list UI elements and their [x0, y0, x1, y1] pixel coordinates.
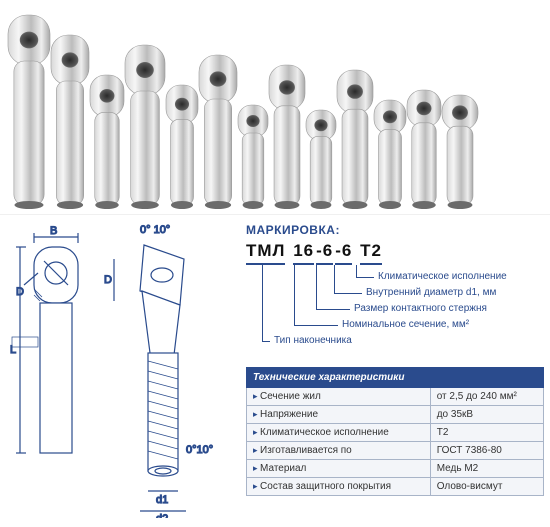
spec-header: Технические характеристики [247, 368, 544, 388]
spec-value: от 2,5 до 240 мм² [430, 388, 543, 406]
callout-0: Климатическое исполнение [378, 271, 507, 282]
marking-seg-3: -6 [335, 241, 352, 265]
spec-value: до 35кВ [430, 406, 543, 424]
table-row: Сечение жилот 2,5 до 240 мм² [247, 388, 544, 406]
dim-d1: d1 [156, 494, 168, 506]
spec-value: Олово-висмут [430, 478, 543, 496]
dim-L: L [10, 344, 16, 356]
marking-seg-2: -6 [316, 241, 333, 265]
table-row: Изготавливается поГОСТ 7386-80 [247, 442, 544, 460]
table-row: Состав защитного покрытияОлово-висмут [247, 478, 544, 496]
diagram-svg: B D L [6, 223, 238, 518]
spec-table: Технические характеристики Сечение жилот… [246, 367, 544, 496]
marking-legend: ТМЛ 16-6-6 Т2 Климатическое исполнение В… [246, 241, 544, 361]
spec-label: Климатическое исполнение [247, 424, 431, 442]
spec-label: Сечение жил [247, 388, 431, 406]
spec-value: Медь М2 [430, 460, 543, 478]
marking-code: ТМЛ 16-6-6 Т2 [246, 241, 384, 265]
callout-4: Тип наконечника [274, 335, 352, 346]
dim-d2: d2 [156, 513, 168, 518]
table-row: МатериалМедь М2 [247, 460, 544, 478]
dim-D2: D [104, 274, 112, 286]
callout-1: Внутренний диаметр d1, мм [366, 287, 496, 298]
spec-label: Состав защитного покрытия [247, 478, 431, 496]
product-photo [0, 0, 550, 215]
spec-value: Т2 [430, 424, 543, 442]
spec-label: Изготавливается по [247, 442, 431, 460]
dim-B: B [50, 225, 57, 237]
technical-diagram: B D L [6, 223, 238, 518]
callout-2: Размер контактного стержня [354, 303, 487, 314]
spec-value: ГОСТ 7386-80 [430, 442, 543, 460]
spec-label: Напряжение [247, 406, 431, 424]
lugs-illustration [0, 0, 550, 215]
marking-seg-0: ТМЛ [246, 241, 285, 265]
marking-seg-4: Т2 [360, 241, 382, 265]
callout-3: Номинальное сечение, мм² [342, 319, 469, 330]
dim-angle-bot: 0°10° [186, 444, 213, 456]
dim-angle-top: 0° 10° [140, 224, 170, 236]
marking-seg-1: 16 [293, 241, 314, 265]
spec-label: Материал [247, 460, 431, 478]
table-row: Климатическое исполнениеТ2 [247, 424, 544, 442]
table-row: Напряжениедо 35кВ [247, 406, 544, 424]
marking-header: МАРКИРОВКА: [246, 223, 544, 237]
